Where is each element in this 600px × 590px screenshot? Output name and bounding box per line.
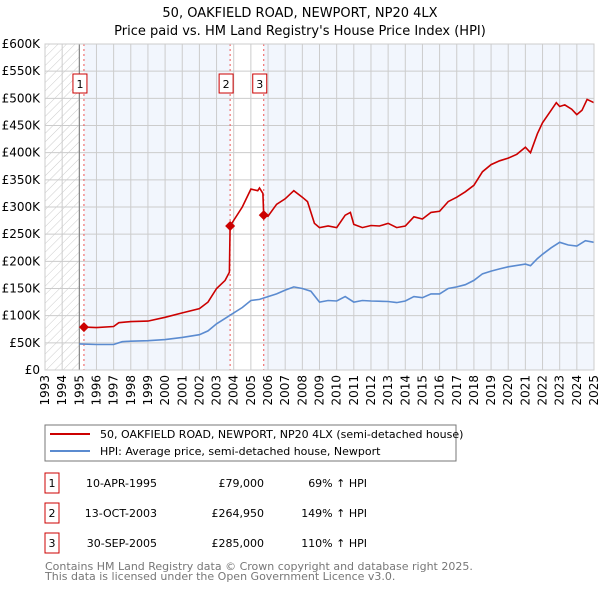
x-tick-label: 1995 (72, 375, 86, 406)
table-row-price: £264,950 (212, 507, 265, 520)
footer-line-2: This data is licensed under the Open Gov… (44, 570, 395, 583)
chart-title: 50, OAKFIELD ROAD, NEWPORT, NP20 4LX (162, 6, 437, 21)
table-row-date: 30-SEP-2005 (87, 537, 157, 550)
table-row-number-box (44, 532, 60, 554)
x-tick-label: 2012 (364, 375, 378, 406)
x-tick-label: 2016 (433, 375, 447, 406)
y-tick-label: £200K (2, 254, 42, 268)
x-tick-label: 2005 (244, 375, 258, 406)
x-tick-label: 2013 (381, 375, 395, 406)
x-tick-label: 1994 (55, 375, 69, 406)
x-tick-label: 2002 (192, 375, 206, 406)
x-tick-label: 2001 (175, 375, 189, 406)
x-tick-label: 2000 (158, 375, 172, 406)
x-tick-label: 2004 (227, 375, 241, 406)
x-tick-label: 1997 (107, 375, 121, 406)
table-row-hpi: 110% ↑ HPI (301, 537, 367, 550)
sale-label-box (252, 73, 268, 94)
sale-point (225, 221, 236, 232)
x-tick-label: 2019 (484, 375, 498, 406)
y-tick-label: £450K (2, 119, 42, 133)
legend-label-hpi: HPI: Average price, semi-detached house,… (100, 445, 381, 458)
x-tick-label: 2017 (450, 375, 464, 406)
x-tick-label: 2014 (398, 375, 412, 406)
table-row-date: 10-APR-1995 (86, 477, 157, 490)
x-tick-label: 2022 (536, 375, 550, 406)
x-tick-label: 2025 (587, 375, 600, 406)
table-row-price: £285,000 (212, 537, 265, 550)
y-tick-label: £600K (2, 37, 42, 51)
chart-subtitle: Price paid vs. HM Land Registry's House … (114, 24, 486, 39)
x-tick-label: 2015 (415, 375, 429, 406)
legend (44, 424, 457, 462)
table-row-number-box (44, 472, 60, 494)
sale-label-box (72, 73, 88, 94)
legend-label-property: 50, OAKFIELD ROAD, NEWPORT, NP20 4LX (se… (100, 428, 463, 441)
sale-point (258, 210, 269, 221)
y-tick-label: £300K (2, 200, 42, 214)
sale-label-number: 2 (223, 78, 230, 91)
sale-label-number: 1 (76, 78, 83, 91)
table-row-number: 3 (49, 537, 56, 550)
plot-border (44, 43, 595, 371)
table-row-number-box (44, 502, 60, 524)
hpi-line (79, 239, 595, 346)
x-tick-label: 1993 (38, 375, 52, 406)
x-tick-label: 2021 (518, 375, 532, 406)
x-tick-label: 1998 (124, 375, 138, 406)
x-tick-label: 2024 (570, 375, 584, 406)
y-tick-label: £250K (2, 227, 42, 241)
y-tick-label: £550K (2, 64, 42, 78)
table-row-hpi: 149% ↑ HPI (301, 507, 367, 520)
x-tick-label: 2003 (210, 375, 224, 406)
y-tick-label: £150K (2, 282, 42, 296)
sale-label-box (218, 73, 234, 94)
y-tick-label: £100K (2, 309, 42, 323)
x-tick-label: 2008 (295, 375, 309, 406)
x-tick-label: 2007 (278, 375, 292, 406)
x-tick-label: 2009 (313, 375, 327, 406)
sale-point (78, 322, 89, 333)
x-tick-label: 2006 (261, 375, 275, 406)
x-tick-label: 2023 (553, 375, 567, 406)
table-row-number: 2 (49, 507, 56, 520)
x-tick-label: 1999 (141, 375, 155, 406)
table-row-date: 13-OCT-2003 (85, 507, 157, 520)
footer-line-1: Contains HM Land Registry data © Crown c… (45, 560, 473, 573)
y-tick-label: £500K (2, 91, 42, 105)
table-row-hpi: 69% ↑ HPI (308, 477, 367, 490)
x-tick-label: 2010 (330, 375, 344, 406)
y-tick-label: £50K (9, 336, 41, 350)
y-tick-label: £400K (2, 146, 42, 160)
table-row-number: 1 (49, 477, 56, 490)
y-tick-label: £350K (2, 173, 42, 187)
x-tick-label: 2018 (467, 375, 481, 406)
x-tick-label: 1996 (89, 375, 103, 406)
table-row-price: £79,000 (219, 477, 265, 490)
x-tick-label: 2011 (347, 375, 361, 406)
sale-label-number: 3 (256, 78, 263, 91)
y-tick-label: £0 (25, 363, 40, 377)
property-price-line (83, 98, 595, 329)
x-tick-label: 2020 (501, 375, 515, 406)
